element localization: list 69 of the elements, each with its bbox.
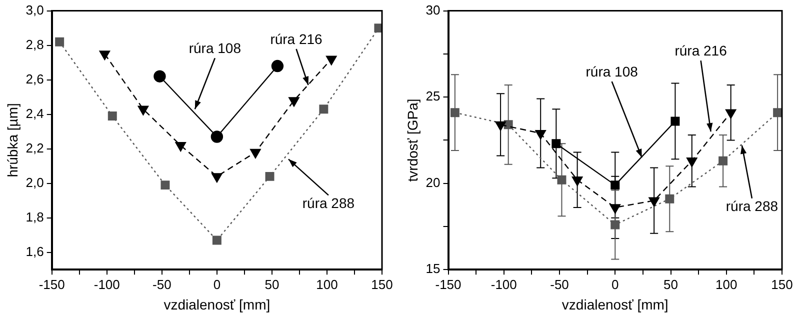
point (670, 116, 680, 126)
point (108, 112, 117, 121)
annotation: rúra 108 (188, 40, 242, 56)
y-tick-label: 2,6 (26, 71, 44, 86)
y-tick-label: 1,8 (26, 209, 44, 224)
point (212, 173, 222, 183)
point (725, 109, 736, 119)
y-tick-label: 2,8 (26, 36, 44, 52)
x-tick-label: 50 (264, 276, 280, 292)
y-tick-label: 1,6 (26, 244, 44, 259)
y-tick-label: 15 (426, 261, 440, 276)
y-tick-label: 2,4 (26, 106, 44, 121)
point (686, 158, 698, 168)
x-tick-label: -100 (94, 276, 120, 292)
point (374, 24, 382, 33)
x-tick-label: -50 (550, 276, 569, 292)
y-tick-label: 2,0 (26, 174, 44, 190)
point (160, 180, 170, 190)
y-tick-label: 2,2 (26, 140, 44, 156)
x-tick-label: 100 (316, 276, 338, 292)
x-axis-title: vzdialenosť [mm] (164, 296, 270, 312)
point (610, 220, 620, 230)
y-axis-title: tvrdosť [GPa] (404, 98, 420, 182)
point (271, 60, 284, 72)
point (210, 130, 224, 143)
point (610, 180, 620, 190)
point (718, 156, 728, 166)
annotation: rúra 216 (674, 42, 728, 58)
annotation: rúra 216 (270, 30, 323, 47)
point (450, 108, 460, 118)
x-tick-label: 150 (371, 276, 393, 292)
point (55, 37, 64, 46)
x-tick-label: -150 (38, 276, 65, 292)
annotation: rúra 108 (586, 63, 638, 80)
point (265, 172, 274, 181)
point (326, 56, 337, 66)
point (138, 106, 149, 116)
y-tick-label: 3,0 (26, 2, 44, 18)
point (610, 204, 620, 214)
point (495, 121, 506, 131)
point (572, 176, 583, 186)
x-tick-label: 0 (213, 276, 221, 292)
point (212, 236, 222, 245)
point (319, 104, 328, 114)
point (773, 108, 782, 118)
x-tick-label: 150 (771, 276, 793, 292)
point (648, 197, 660, 207)
point (552, 139, 561, 148)
y-tick-label: 20 (426, 174, 440, 190)
y-axis-title: hrúbka [µm] (4, 103, 20, 178)
y-tick-label: 30 (426, 2, 440, 18)
x-tick-label: 50 (664, 276, 678, 292)
point (535, 130, 546, 140)
point (154, 70, 166, 82)
point (288, 97, 300, 107)
x-tick-label: -150 (435, 276, 462, 292)
point (250, 148, 261, 158)
x-tick-label: 0 (612, 276, 619, 292)
x-tick-label: -100 (490, 276, 517, 292)
point (665, 194, 674, 204)
x-tick-label: 100 (716, 276, 738, 292)
point (175, 142, 186, 152)
annotation: rúra 288 (726, 198, 778, 214)
x-axis-title: vzdialenosť [mm] (562, 296, 668, 312)
x-tick-label: -50 (152, 276, 172, 292)
y-tick-label: 25 (426, 88, 440, 104)
point (99, 50, 110, 60)
point (557, 175, 566, 184)
annotation: rúra 288 (302, 195, 355, 212)
